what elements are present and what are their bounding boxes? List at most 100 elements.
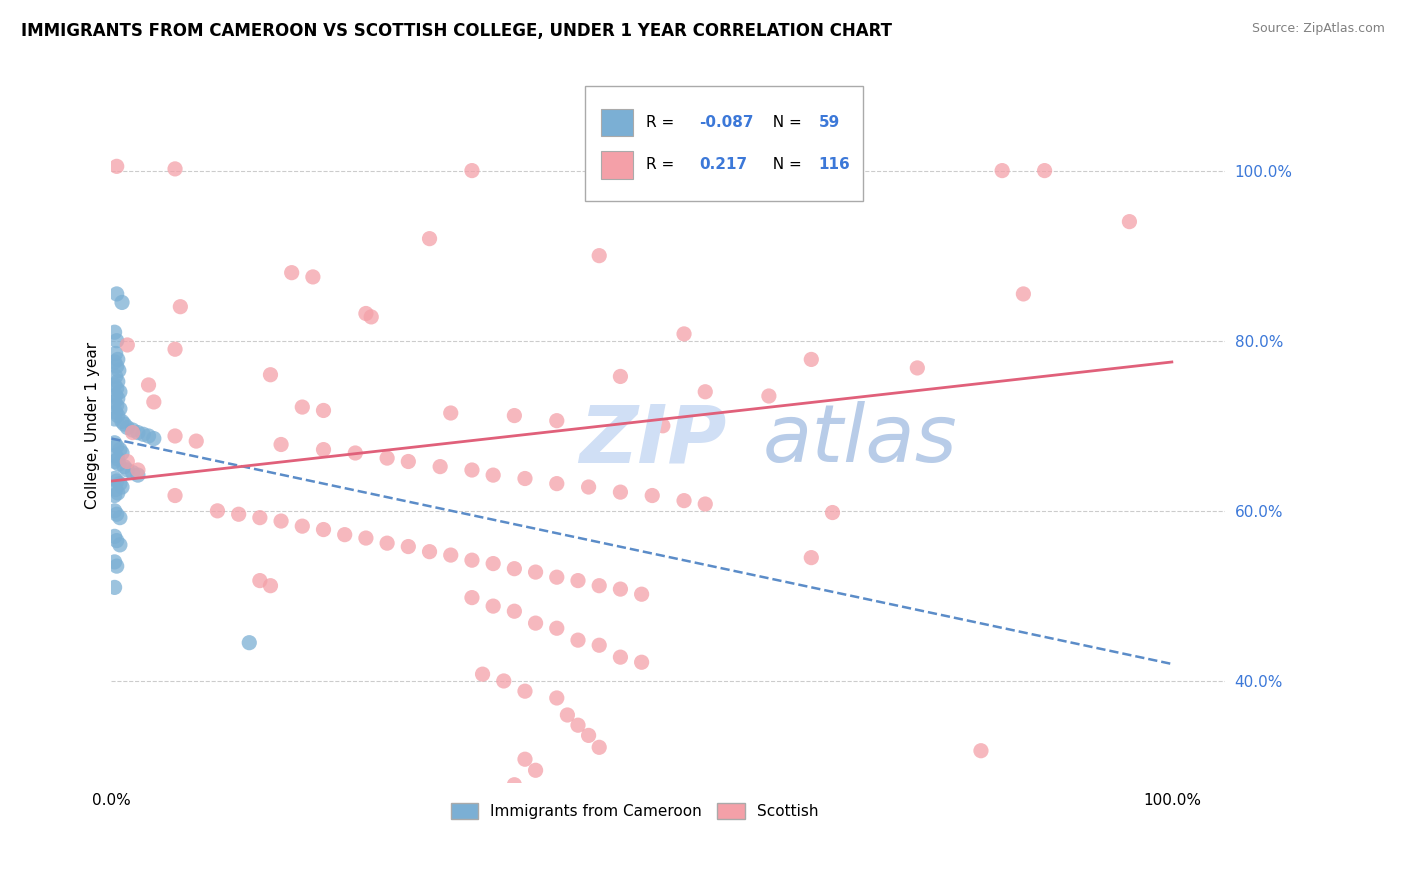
Point (104, 369, 127, 384)
Point (104, 435, 127, 450)
Point (344, 446, 367, 460)
Point (104, 581, 127, 595)
Point (138, 429, 160, 443)
Point (609, 485, 631, 500)
Point (142, 395, 165, 409)
Point (104, 388, 127, 402)
Point (429, 459, 451, 474)
Point (1012, 287, 1035, 301)
Text: ZIP: ZIP (579, 401, 727, 479)
Point (588, 249, 610, 263)
Point (578, 728, 600, 742)
Point (673, 493, 696, 508)
Y-axis label: College, Under 1 year: College, Under 1 year (86, 343, 100, 509)
Point (557, 708, 579, 723)
Point (461, 163, 484, 178)
Point (108, 457, 131, 471)
Point (163, 343, 186, 357)
Point (524, 795, 547, 809)
Point (270, 514, 292, 528)
Point (375, 536, 398, 550)
Point (228, 508, 250, 522)
Point (104, 504, 127, 518)
Point (513, 752, 536, 766)
Point (104, 471, 127, 485)
Point (1033, 163, 1056, 178)
Point (104, 346, 127, 360)
Point (104, 355, 127, 369)
Text: atlas: atlas (763, 401, 957, 479)
Text: N =: N = (763, 158, 807, 172)
Point (104, 412, 127, 426)
Point (970, 744, 993, 758)
Point (112, 459, 135, 474)
Point (107, 409, 129, 423)
Point (108, 384, 131, 399)
Point (588, 638, 610, 652)
Point (104, 454, 127, 468)
Point (108, 510, 131, 524)
Point (800, 352, 823, 367)
Point (104, 483, 127, 497)
Point (259, 579, 281, 593)
Point (169, 300, 191, 314)
Point (105, 559, 128, 574)
Legend: Immigrants from Cameroon, Scottish: Immigrants from Cameroon, Scottish (444, 797, 825, 825)
Point (461, 463, 484, 477)
Point (127, 468, 149, 483)
Point (546, 690, 568, 705)
Point (524, 764, 547, 778)
Point (105, 439, 128, 453)
Point (104, 378, 127, 392)
Point (105, 287, 128, 301)
Point (108, 538, 131, 552)
Point (104, 489, 127, 503)
Point (503, 778, 526, 792)
Point (207, 504, 229, 518)
Point (567, 633, 589, 648)
Point (312, 442, 335, 457)
Point (104, 449, 127, 463)
Point (111, 295, 134, 310)
Point (419, 232, 441, 246)
Point (546, 476, 568, 491)
Point (609, 650, 631, 665)
Point (461, 553, 484, 567)
Point (117, 454, 139, 468)
Point (312, 403, 335, 417)
Point (270, 437, 292, 451)
Point (513, 471, 536, 485)
Point (104, 529, 127, 543)
Point (108, 476, 131, 491)
Point (107, 392, 129, 406)
Text: R =: R = (645, 114, 679, 129)
Point (105, 508, 128, 522)
Point (107, 452, 129, 467)
Point (695, 384, 717, 399)
Point (567, 574, 589, 588)
Point (800, 550, 823, 565)
Point (112, 417, 135, 431)
Text: IMMIGRANTS FROM CAMEROON VS SCOTTISH COLLEGE, UNDER 1 YEAR CORRELATION CHART: IMMIGRANTS FROM CAMEROON VS SCOTTISH COL… (21, 22, 891, 40)
Point (121, 466, 143, 480)
Point (440, 548, 463, 562)
Point (111, 415, 134, 429)
Point (482, 557, 505, 571)
Point (108, 363, 131, 377)
Point (396, 540, 419, 554)
Point (758, 389, 780, 403)
Point (280, 266, 302, 280)
Point (105, 533, 128, 548)
Point (630, 587, 652, 601)
Point (142, 432, 165, 446)
Point (991, 163, 1014, 178)
Point (513, 684, 536, 698)
Point (121, 423, 143, 437)
Point (291, 400, 314, 414)
Text: 116: 116 (818, 158, 851, 172)
Point (104, 405, 127, 419)
Point (716, 163, 738, 178)
Point (163, 489, 186, 503)
Point (492, 673, 515, 688)
Point (360, 310, 382, 324)
